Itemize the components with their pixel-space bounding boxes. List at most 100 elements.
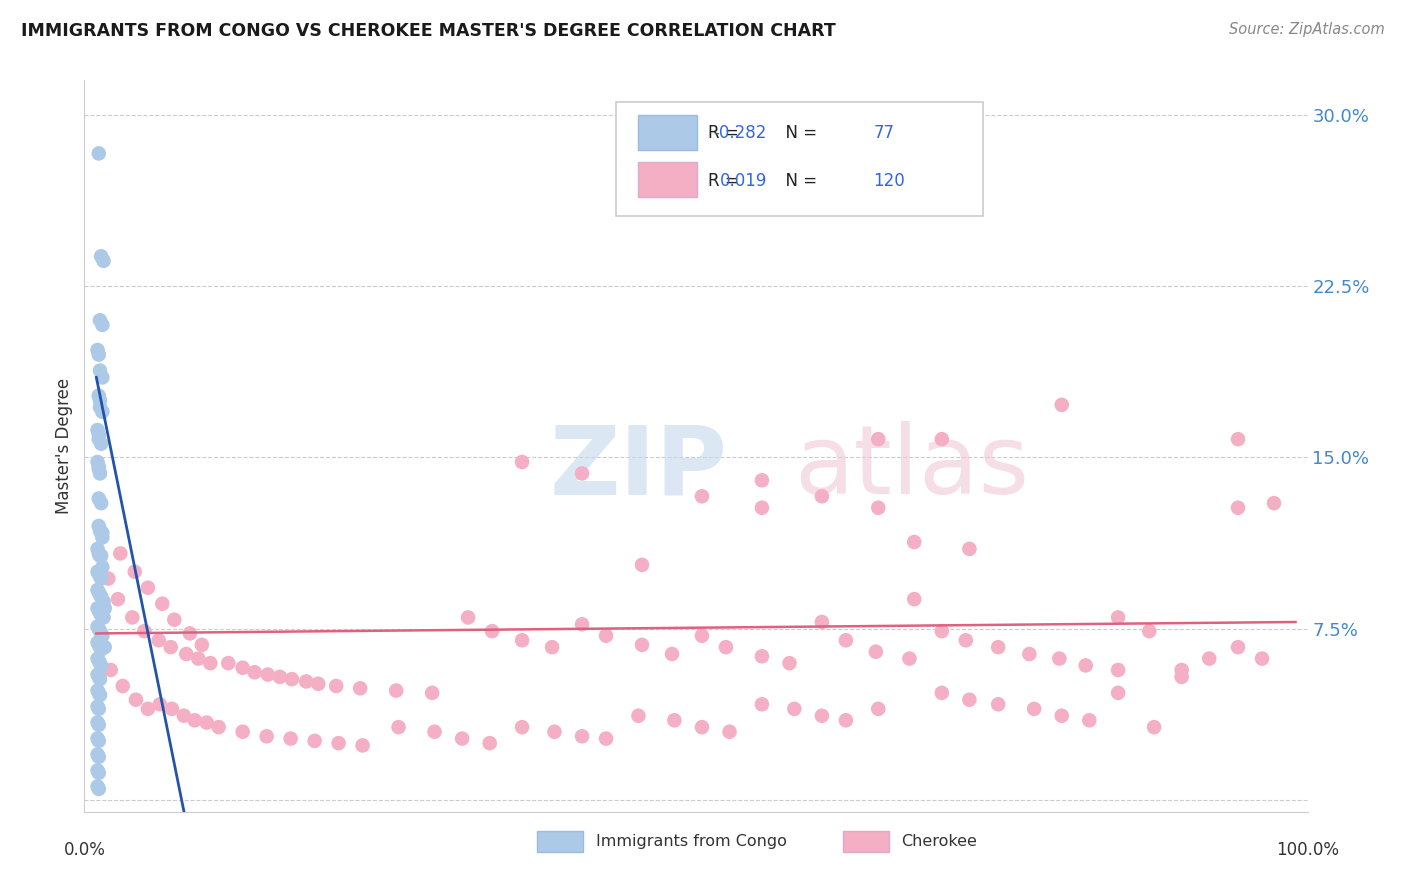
FancyBboxPatch shape [638, 115, 697, 150]
Point [87, 567, 110, 582]
Point [90, 608, 112, 623]
Point [835, 714, 858, 728]
Point [420, 686, 443, 700]
Point [86, 619, 108, 633]
Point [510, 720, 533, 734]
Point [232, 724, 254, 739]
Point [86, 731, 108, 746]
Point [100, 663, 122, 677]
FancyBboxPatch shape [638, 162, 697, 197]
Point [1251, 651, 1274, 665]
FancyBboxPatch shape [616, 103, 983, 216]
Point [97, 572, 120, 586]
Point [571, 617, 593, 632]
Point [208, 720, 231, 734]
Text: Cherokee: Cherokee [901, 834, 977, 849]
Point [90, 525, 112, 540]
Point [89, 672, 111, 686]
Point [835, 633, 858, 648]
Point [571, 467, 593, 481]
Point [1198, 651, 1220, 665]
Point [90, 642, 112, 657]
Point [89, 393, 111, 408]
Point [91, 370, 114, 384]
Point [91, 405, 114, 419]
Point [783, 702, 806, 716]
Point [1074, 658, 1097, 673]
Point [751, 500, 773, 515]
Point [93, 601, 117, 615]
Point [931, 624, 953, 639]
Point [90, 658, 112, 673]
Point [457, 610, 479, 624]
Point [91, 560, 114, 574]
Point [86, 667, 108, 681]
Point [868, 702, 890, 716]
Point [93, 640, 117, 655]
Point [87, 432, 110, 446]
Point [865, 645, 887, 659]
Point [1050, 708, 1073, 723]
Point [1047, 651, 1070, 665]
Point [87, 462, 110, 476]
Point [1170, 670, 1192, 684]
Point [86, 780, 108, 794]
Point [690, 489, 713, 503]
Point [1024, 702, 1046, 716]
Point [89, 313, 111, 327]
Point [86, 601, 108, 615]
Point [510, 633, 533, 648]
Text: 0.019: 0.019 [720, 172, 766, 190]
FancyBboxPatch shape [842, 831, 889, 852]
Text: -0.282: -0.282 [713, 124, 766, 142]
Point [87, 686, 110, 700]
Point [280, 731, 302, 746]
Point [90, 496, 112, 510]
Point [87, 718, 110, 732]
Point [121, 610, 143, 624]
Point [159, 640, 181, 655]
Point [134, 624, 156, 639]
Point [868, 432, 890, 446]
Point [86, 635, 108, 649]
Point [91, 530, 114, 544]
Point [1137, 624, 1160, 639]
Point [257, 667, 280, 681]
Point [90, 590, 112, 604]
Point [87, 427, 110, 442]
Point [423, 724, 446, 739]
Point [160, 702, 183, 716]
Point [281, 672, 304, 686]
Point [90, 549, 112, 563]
Point [90, 249, 112, 263]
Text: R =: R = [709, 124, 744, 142]
Point [478, 736, 501, 750]
Point [269, 670, 291, 684]
Point [86, 764, 108, 778]
Point [91, 629, 114, 643]
Point [541, 640, 564, 655]
FancyBboxPatch shape [537, 831, 583, 852]
Point [86, 423, 108, 437]
Point [90, 436, 112, 450]
Point [86, 455, 108, 469]
Point [385, 683, 408, 698]
Point [903, 592, 925, 607]
Point [751, 649, 773, 664]
Point [91, 318, 114, 332]
Point [387, 720, 409, 734]
Point [87, 146, 110, 161]
Text: atlas: atlas [794, 421, 1029, 515]
Point [111, 679, 134, 693]
Point [183, 714, 205, 728]
Point [1107, 610, 1129, 624]
Point [89, 624, 111, 639]
Point [931, 432, 953, 446]
Text: 120: 120 [873, 172, 905, 190]
Point [89, 363, 111, 377]
Point [93, 253, 115, 268]
Point [328, 736, 350, 750]
Text: IMMIGRANTS FROM CONGO VS CHEROKEE MASTER'S DEGREE CORRELATION CHART: IMMIGRANTS FROM CONGO VS CHEROKEE MASTER… [21, 22, 835, 40]
Point [1107, 663, 1129, 677]
Point [631, 558, 654, 572]
